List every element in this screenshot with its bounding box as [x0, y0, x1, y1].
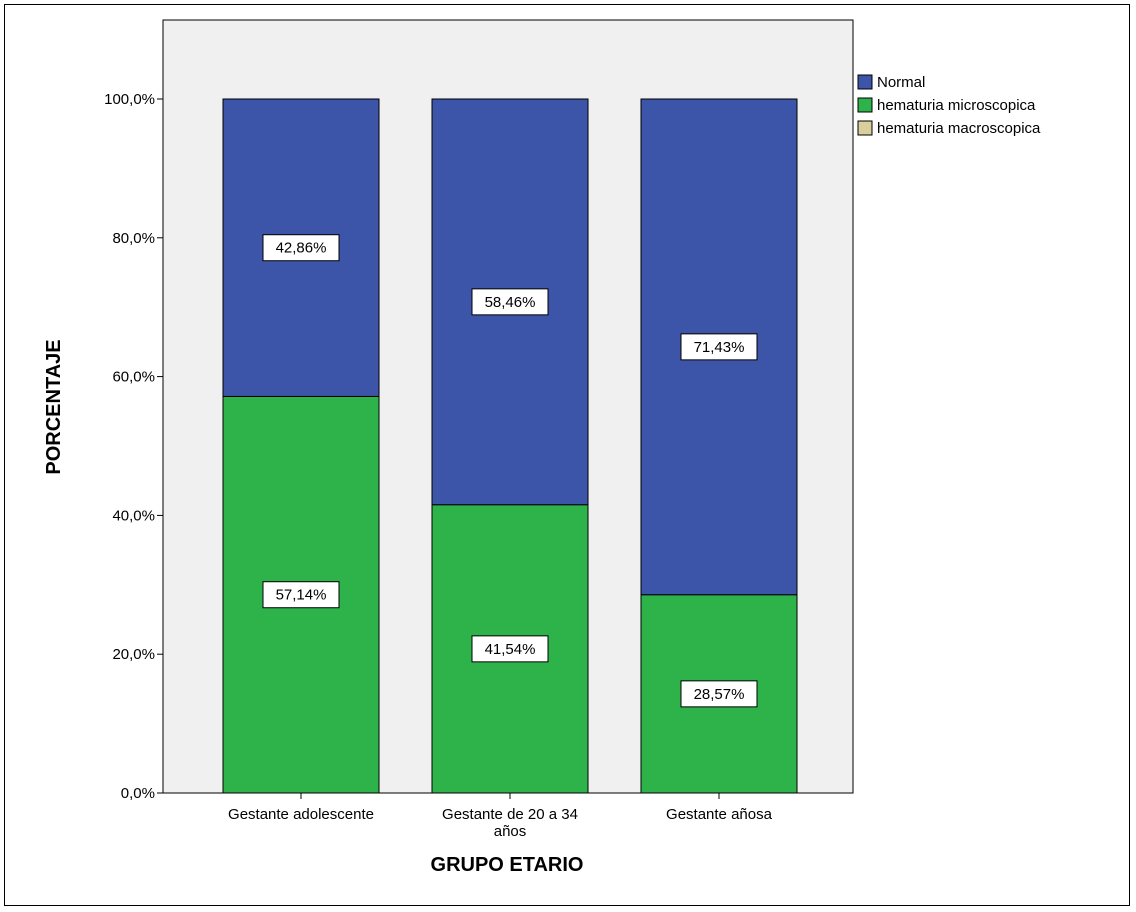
legend-label: Normal [877, 74, 925, 91]
y-tick-label: 0,0% [121, 785, 155, 802]
data-label-box [680, 333, 758, 361]
y-tick-label: 80,0% [112, 230, 155, 247]
chart-frame: 0,0% 20,0% 40,0% 60,0% 80,0% 100,0% Gestante a… [4, 4, 1130, 906]
data-label-box [262, 234, 340, 262]
data-label-box [680, 680, 758, 708]
data-label: 57,14% [276, 587, 327, 604]
x-axis-title: GRUPO ETARIO [431, 854, 584, 876]
y-tick-label: 100,0% [104, 91, 155, 108]
x-tick-label: Gestante de 20 a 34 años [442, 806, 578, 840]
data-label: 58,46% [485, 294, 536, 311]
legend: Normal hematuria microscopica hematuria ma… [857, 74, 1041, 137]
stacked-bar-chart: 0,0% 20,0% 40,0% 60,0% 80,0% 100,0% Gestante a… [43, 19, 1041, 876]
y-tick-label: 60,0% [112, 369, 155, 386]
x-tick-label: Gestante añosa [666, 806, 773, 823]
legend-label: hematuria microscopica [877, 97, 1036, 114]
data-label-box [262, 581, 340, 609]
legend-swatch [857, 74, 873, 90]
legend-swatch [857, 97, 873, 113]
data-label: 42,86% [276, 240, 327, 257]
y-axis-title: PORCENTAJE [43, 339, 65, 474]
data-label-box [471, 635, 549, 663]
legend-swatch [857, 120, 873, 136]
y-tick-label: 20,0% [112, 646, 155, 663]
x-tick-label: Gestante adolescente [228, 806, 374, 823]
data-label: 71,43% [694, 339, 745, 356]
data-label: 41,54% [485, 641, 536, 658]
data-label: 28,57% [694, 686, 745, 703]
legend-label: hematuria macroscopica [877, 120, 1041, 137]
y-tick-label: 40,0% [112, 507, 155, 524]
data-label-box [471, 288, 549, 316]
